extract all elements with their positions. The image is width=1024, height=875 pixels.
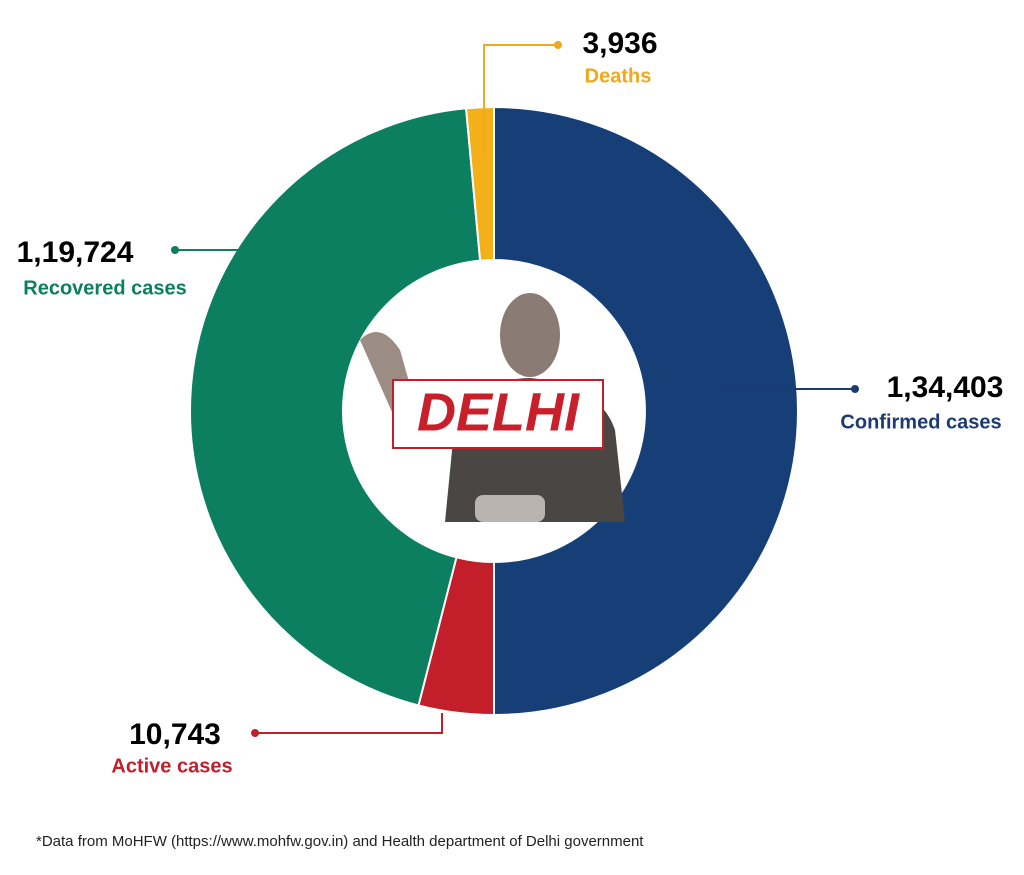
leader-dot xyxy=(171,246,179,254)
leader-line xyxy=(483,44,558,155)
value-label: 1,19,724 xyxy=(17,236,134,269)
value-label: 1,34,403 xyxy=(887,371,1004,404)
legend-label: Active cases xyxy=(111,755,232,777)
donut xyxy=(189,105,799,717)
legend-label: Deaths xyxy=(585,65,652,87)
center-text: DELHI xyxy=(417,382,580,442)
leader-line xyxy=(255,713,443,734)
legend-label: Confirmed cases xyxy=(840,411,1001,433)
footnote: *Data from MoHFW (https://www.mohfw.gov.… xyxy=(36,833,644,850)
leader-dot xyxy=(251,729,259,737)
value-label: 3,936 xyxy=(582,27,657,60)
legend-label: Recovered cases xyxy=(23,277,186,299)
value-label: 10,743 xyxy=(129,718,221,751)
leader-dot xyxy=(554,41,562,49)
center-box xyxy=(392,379,604,449)
leader-dot xyxy=(851,385,859,393)
